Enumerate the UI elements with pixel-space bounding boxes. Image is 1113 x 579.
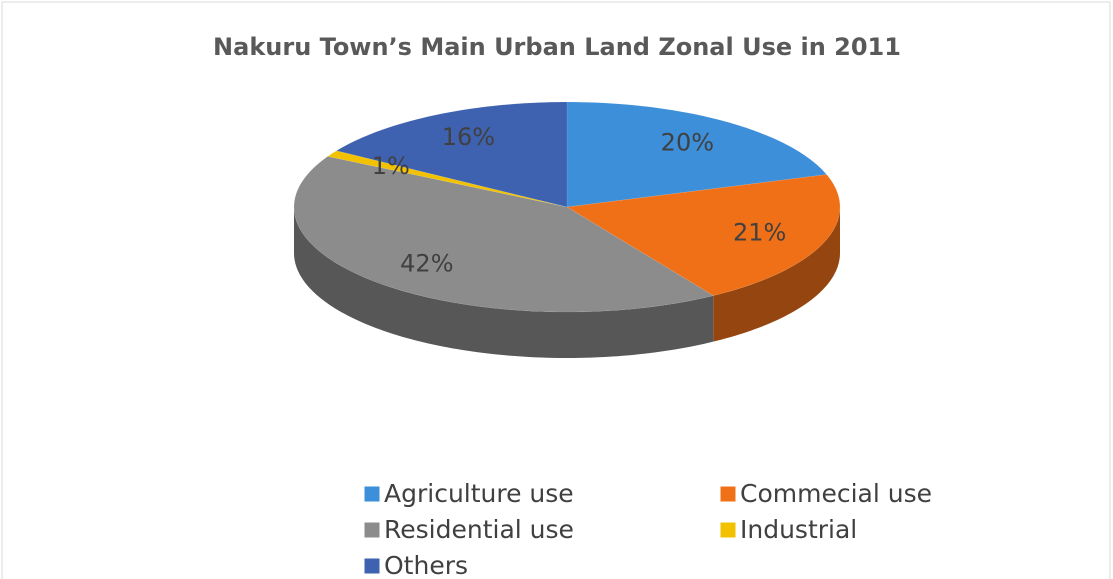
legend-label: Others — [384, 551, 468, 579]
chart-title: Nakuru Town’s Main Urban Land Zonal Use … — [213, 33, 901, 61]
data-label: 16% — [442, 123, 495, 151]
legend-marker — [719, 485, 737, 503]
legend-marker — [363, 485, 381, 503]
pie-wall — [713, 207, 840, 342]
legend-label: Industrial — [740, 515, 857, 544]
data-label: 1% — [372, 152, 410, 180]
pie-slice — [566, 101, 828, 208]
legend-marker — [363, 521, 381, 539]
pie-slice — [293, 156, 714, 313]
legend-marker — [719, 521, 737, 539]
legend-label: Agriculture use — [384, 479, 574, 508]
pie-slice — [335, 101, 568, 208]
legend-label: Commecial use — [740, 479, 932, 508]
legend-marker — [363, 557, 381, 575]
pie-slice — [566, 174, 841, 296]
legend-label: Residential use — [384, 515, 574, 544]
data-label: 42% — [400, 249, 453, 277]
data-label: 20% — [661, 128, 714, 156]
pie-wall — [294, 207, 714, 358]
data-label: 21% — [733, 219, 786, 247]
